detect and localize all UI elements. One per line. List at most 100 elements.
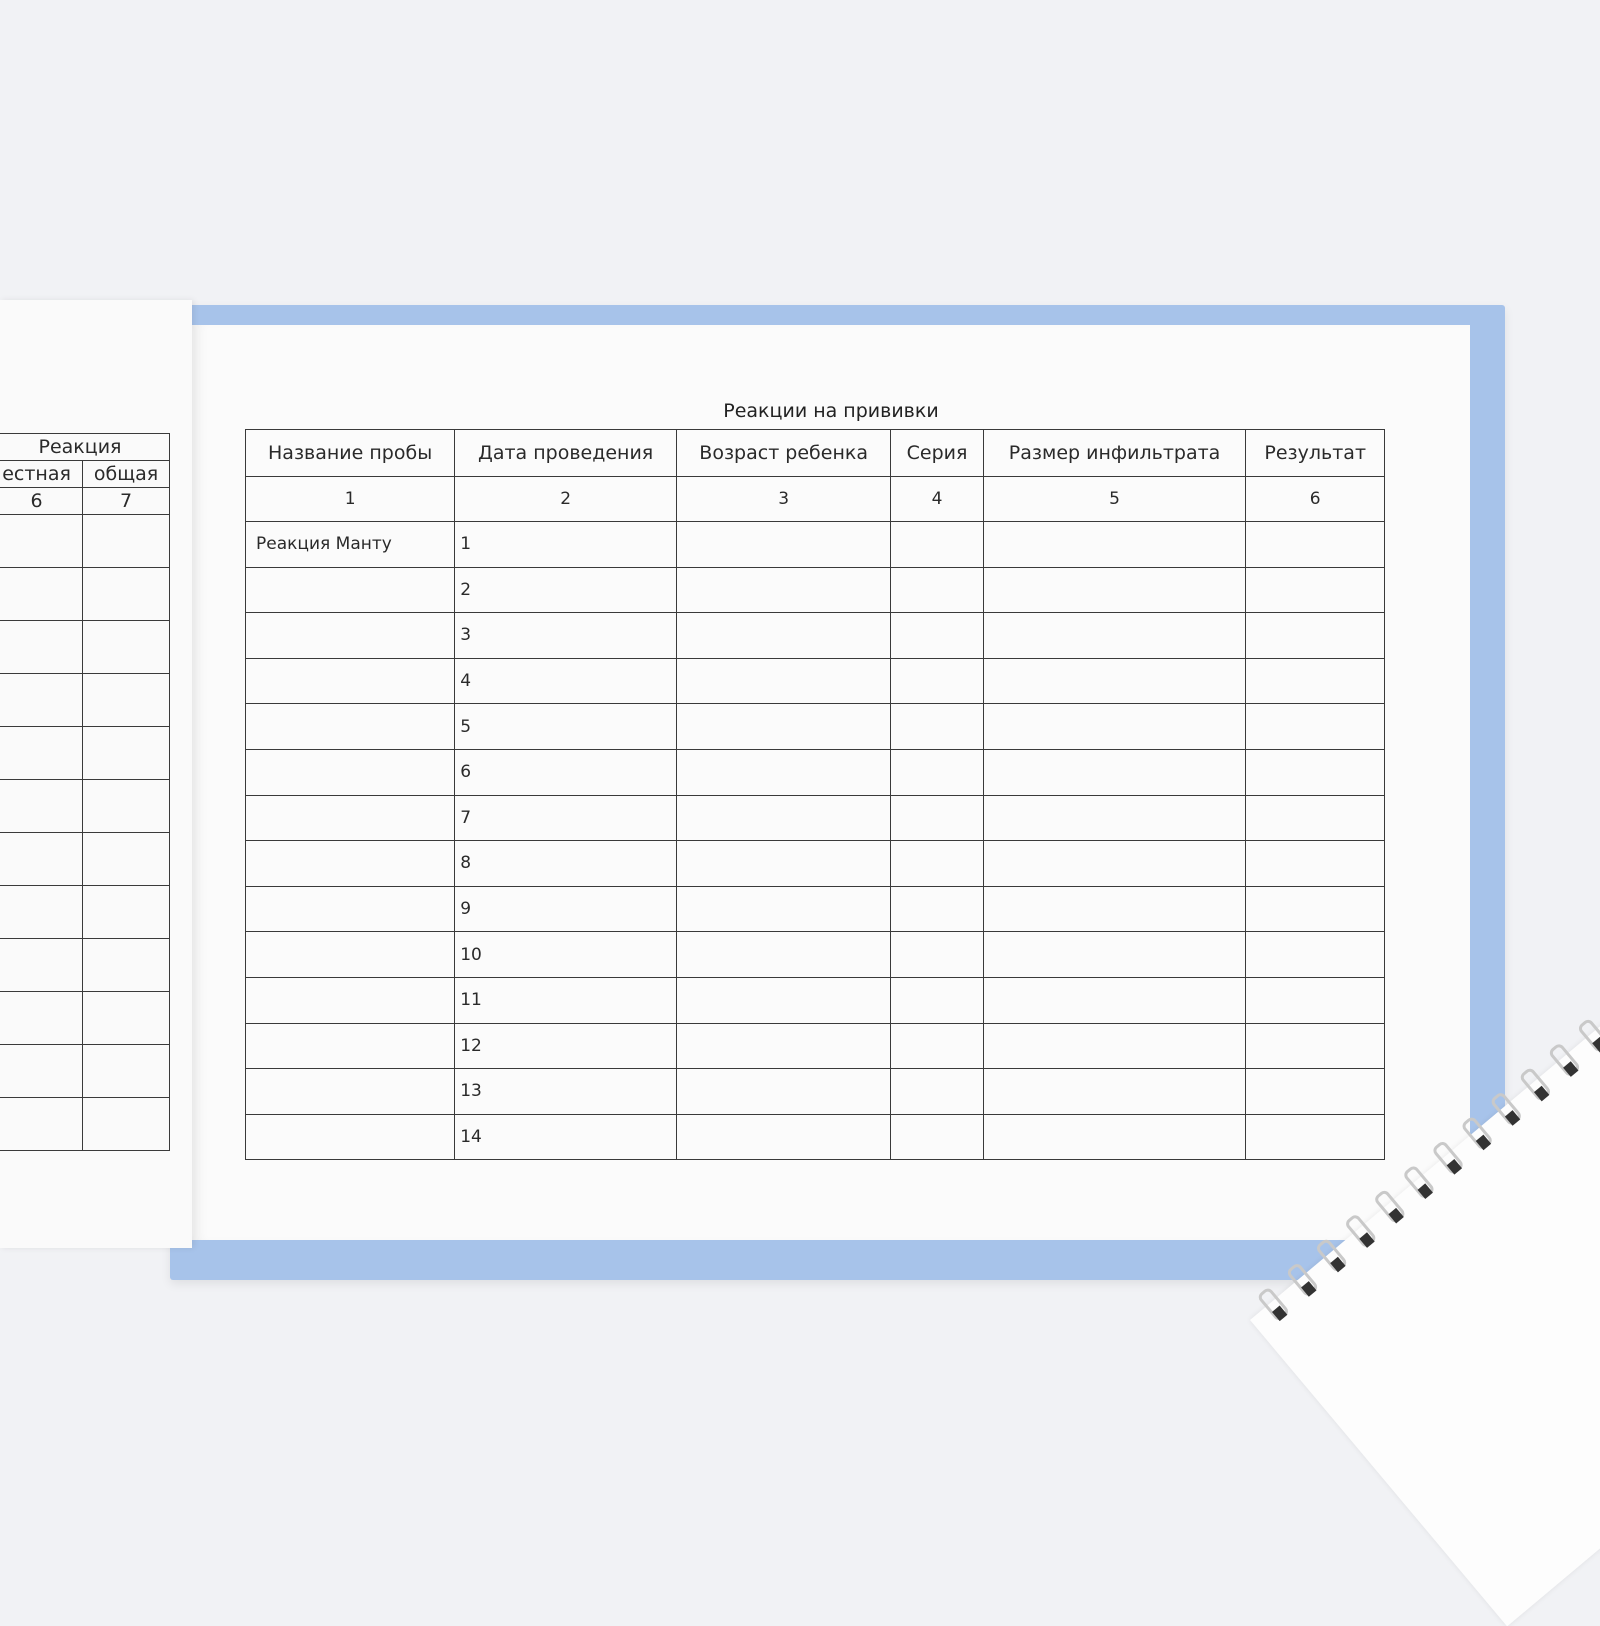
row-number-cell[interactable]: 9 <box>454 885 677 933</box>
table-cell[interactable] <box>244 794 456 842</box>
table-cell[interactable] <box>982 566 1247 614</box>
table-cell[interactable] <box>890 1022 984 1070</box>
table-cell[interactable] <box>982 1113 1247 1161</box>
table-cell[interactable] <box>1245 566 1385 614</box>
table-cell <box>82 885 170 939</box>
table-cell[interactable] <box>1245 976 1385 1024</box>
table-cell[interactable] <box>1245 703 1385 750</box>
table-cell[interactable] <box>675 703 892 750</box>
row-number-cell[interactable]: 8 <box>454 840 677 887</box>
table-cell <box>0 514 84 568</box>
table-cell[interactable] <box>890 840 984 887</box>
table-cell[interactable] <box>982 1022 1247 1070</box>
table-row <box>0 779 170 833</box>
table-cell[interactable] <box>1245 612 1385 659</box>
row-number-cell[interactable]: 4 <box>454 657 677 705</box>
table-cell[interactable] <box>675 931 892 978</box>
table-cell[interactable] <box>890 657 984 705</box>
table-cell[interactable] <box>675 657 892 705</box>
table-row: Реакция Манту 1 <box>244 521 1385 568</box>
table-cell[interactable] <box>244 1113 456 1161</box>
table-cell[interactable] <box>890 931 984 978</box>
table-cell[interactable] <box>982 976 1247 1024</box>
table-cell <box>82 832 170 886</box>
table-cell[interactable] <box>675 748 892 796</box>
table-cell[interactable] <box>982 794 1247 842</box>
row-number-cell[interactable]: 10 <box>454 931 677 978</box>
row-number-cell[interactable]: 2 <box>454 566 677 614</box>
row-number-cell[interactable]: 13 <box>454 1068 677 1115</box>
table-cell <box>82 673 170 727</box>
table-cell[interactable] <box>890 1113 984 1161</box>
table-cell[interactable] <box>982 931 1247 978</box>
table-row <box>0 567 170 621</box>
table-cell[interactable] <box>675 521 892 568</box>
row-number-cell[interactable]: 3 <box>454 612 677 659</box>
table-cell[interactable] <box>890 976 984 1024</box>
table-cell <box>82 938 170 992</box>
row-number-cell[interactable]: 12 <box>454 1022 677 1070</box>
table-cell <box>82 1097 170 1151</box>
table-cell[interactable] <box>675 612 892 659</box>
table-cell[interactable] <box>244 840 456 887</box>
table-row <box>0 673 170 727</box>
test-name-cell[interactable]: Реакция Манту <box>244 521 456 568</box>
table-cell[interactable] <box>1245 748 1385 796</box>
table-cell[interactable] <box>675 1068 892 1115</box>
row-number-cell[interactable]: 5 <box>454 703 677 750</box>
table-cell[interactable] <box>890 612 984 659</box>
table-cell <box>0 885 84 939</box>
table-cell[interactable] <box>244 931 456 978</box>
table-cell[interactable] <box>675 566 892 614</box>
table-cell[interactable] <box>244 612 456 659</box>
table-cell[interactable] <box>244 885 456 933</box>
table-cell[interactable] <box>244 566 456 614</box>
table-cell[interactable] <box>244 1068 456 1115</box>
table-cell[interactable] <box>244 703 456 750</box>
table-cell[interactable] <box>982 612 1247 659</box>
table-row <box>0 1097 170 1151</box>
table-row <box>0 1044 170 1098</box>
table-cell[interactable] <box>982 521 1247 568</box>
table-cell[interactable] <box>890 521 984 568</box>
table-cell[interactable] <box>1245 521 1385 568</box>
table-cell[interactable] <box>982 1068 1247 1115</box>
table-cell[interactable] <box>1245 931 1385 978</box>
table-cell[interactable] <box>1245 1022 1385 1070</box>
table-cell[interactable] <box>675 976 892 1024</box>
column-header: Дата проведения <box>454 429 677 477</box>
table-cell <box>82 779 170 833</box>
row-number-cell[interactable]: 14 <box>454 1113 677 1161</box>
table-cell[interactable] <box>1245 1068 1385 1115</box>
table-cell[interactable] <box>890 566 984 614</box>
table-cell[interactable] <box>1245 1113 1385 1161</box>
table-cell[interactable] <box>1245 840 1385 887</box>
table-cell[interactable] <box>244 976 456 1024</box>
table-cell[interactable] <box>675 1022 892 1070</box>
row-number-cell[interactable]: 1 <box>454 521 677 568</box>
row-number-cell[interactable]: 7 <box>454 794 677 842</box>
table-cell[interactable] <box>982 657 1247 705</box>
column-number: 7 <box>82 487 170 515</box>
row-number-cell[interactable]: 6 <box>454 748 677 796</box>
table-cell[interactable] <box>890 748 984 796</box>
table-cell[interactable] <box>890 703 984 750</box>
table-cell[interactable] <box>982 885 1247 933</box>
table-cell[interactable] <box>244 657 456 705</box>
table-cell[interactable] <box>244 1022 456 1070</box>
table-cell[interactable] <box>1245 794 1385 842</box>
table-cell[interactable] <box>982 840 1247 887</box>
table-cell[interactable] <box>982 703 1247 750</box>
table-cell[interactable] <box>675 840 892 887</box>
table-cell[interactable] <box>675 885 892 933</box>
table-cell[interactable] <box>890 794 984 842</box>
table-cell[interactable] <box>982 748 1247 796</box>
table-cell[interactable] <box>675 794 892 842</box>
table-cell[interactable] <box>244 748 456 796</box>
table-cell[interactable] <box>890 885 984 933</box>
table-cell[interactable] <box>1245 657 1385 705</box>
row-number-cell[interactable]: 11 <box>454 976 677 1024</box>
table-cell[interactable] <box>675 1113 892 1161</box>
table-cell[interactable] <box>890 1068 984 1115</box>
table-cell[interactable] <box>1245 885 1385 933</box>
